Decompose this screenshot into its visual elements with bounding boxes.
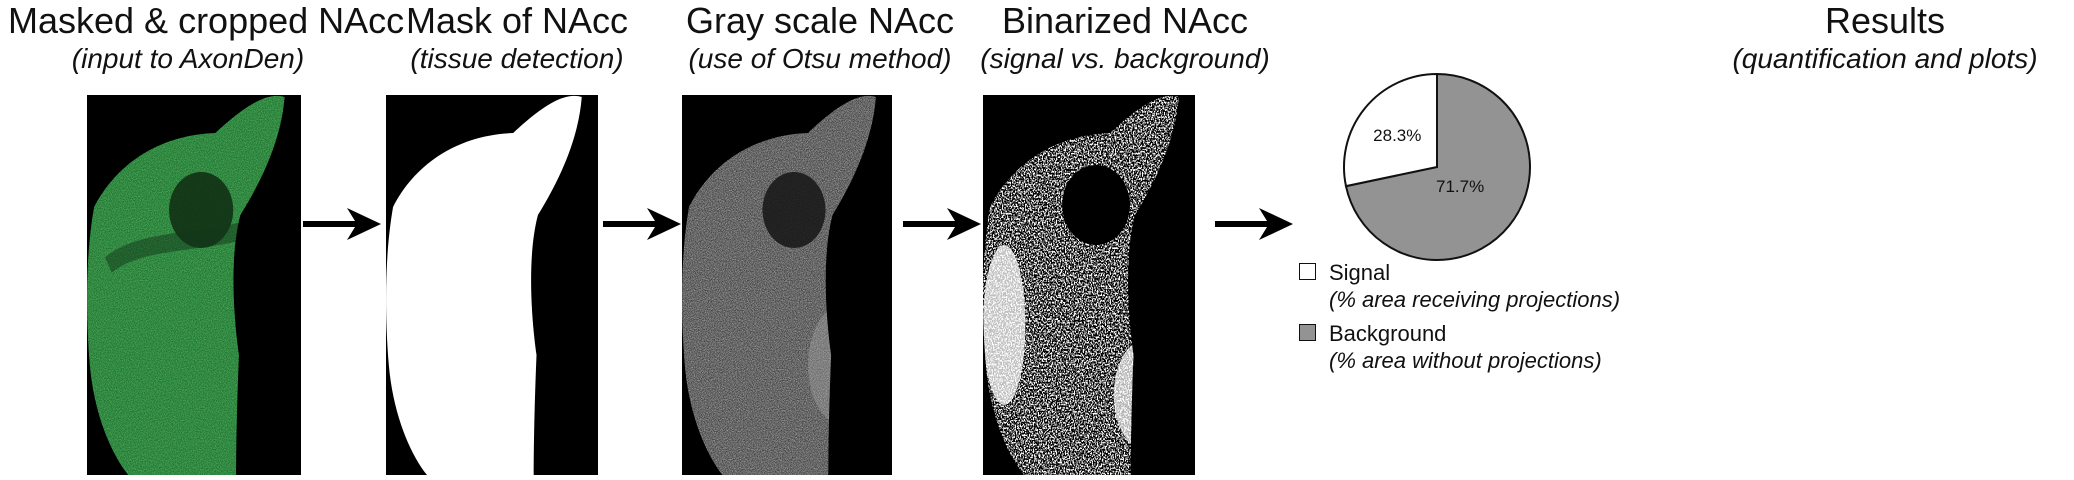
panel-4-heading: Binarized NAcc (signal vs. background) — [955, 0, 1295, 76]
panel-4-subtitle: (signal vs. background) — [980, 43, 1270, 74]
panel-4-title: Binarized NAcc — [1001, 0, 1249, 41]
panel-1-heading: Masked & cropped NAcc (input to AxonDen) — [8, 0, 405, 76]
panel-2-heading: Mask of NAcc (tissue detection) — [372, 0, 662, 76]
arrow-right-icon — [1215, 208, 1293, 240]
panel-2-subtitle: (tissue detection) — [410, 43, 624, 74]
panel-1-title: Masked & cropped NAcc — [8, 0, 405, 41]
legend-desc-background: (% area without projections) — [1329, 348, 1602, 373]
pie-label-background: 71.7% — [1436, 177, 1484, 196]
arrow-right-icon — [603, 208, 681, 240]
background-swatch — [1299, 324, 1316, 341]
grayscale-nacc-image — [682, 95, 892, 475]
nacc-mask-image — [386, 95, 598, 475]
panel-1-subtitle: (input to AxonDen) — [71, 43, 305, 74]
results-pie-chart: 71.7% 28.3% — [1343, 72, 1531, 261]
legend-label-background: Background — [1329, 321, 1447, 346]
binarized-nacc-image — [983, 95, 1195, 475]
panel-2-title: Mask of NAcc — [405, 0, 629, 41]
arrow-right-icon — [903, 208, 981, 240]
pie-slice-signal — [1343, 72, 1438, 188]
masked-nacc-image — [87, 95, 301, 475]
pie-label-signal: 28.3% — [1373, 126, 1421, 145]
panel-5-heading: Results (quantification and plots) — [1700, 0, 2070, 76]
panel-3-subtitle: (use of Otsu method) — [688, 43, 952, 74]
legend-label-signal: Signal — [1329, 260, 1391, 285]
arrow-right-icon — [303, 208, 381, 240]
panel-5-title: Results — [1824, 0, 1946, 41]
panel-5-subtitle: (quantification and plots) — [1732, 43, 2038, 74]
legend-desc-signal: (% area receiving projections) — [1329, 287, 1621, 312]
signal-swatch — [1299, 263, 1316, 280]
panel-3-heading: Gray scale NAcc (use of Otsu method) — [660, 0, 980, 76]
panel-3-title: Gray scale NAcc — [685, 0, 955, 41]
